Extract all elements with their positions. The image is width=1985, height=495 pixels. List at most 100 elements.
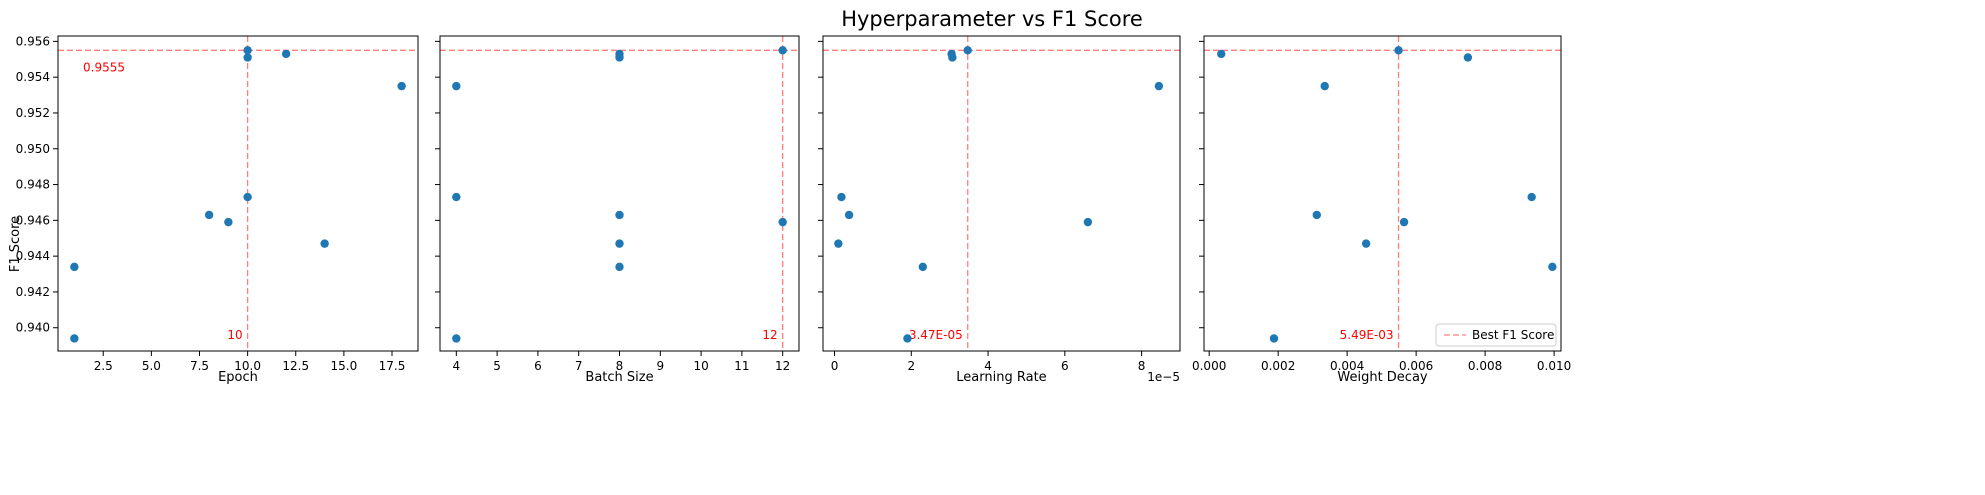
data-point [452,81,461,91]
data-point [452,334,461,343]
y-tick-label: 0.954 [16,70,50,84]
plot-frame [57,35,419,352]
y-tick-label: 0.946 [16,213,50,227]
data-point [615,210,624,220]
data-point [1463,53,1473,62]
best-param-annotation: 10 [227,328,242,342]
data-point [615,49,624,59]
plot-frame [822,35,1181,352]
data-point [1399,217,1409,227]
x-tick-label: 7 [575,359,583,373]
data-point [243,192,252,202]
y-tick-label: 0.942 [16,285,50,299]
data-point [281,49,291,59]
data-point [948,53,957,62]
data-point [1312,210,1321,220]
x-axis-label: Batch Size [585,370,653,385]
data-point [963,46,972,55]
data-point [452,192,461,202]
data-point [320,239,329,248]
data-point [204,210,214,220]
panel-1: 0.940 0.942 0.944 0.946 0.948 0.950 0.952 0.954… [16,34,419,385]
x-tick-label: 6 [534,359,542,373]
figure-title: Hyperparameter vs F1 Score [841,7,1143,31]
legend: Best F1 Score [1435,323,1557,347]
best-param-annotation: 5.49E-03 [1340,328,1394,342]
best-f1-annotation: 0.9555 [83,60,125,74]
data-point [1217,49,1226,59]
x-tick-label: 4 [984,359,992,373]
x-tick-label: 2.5 [94,359,113,373]
x-tick-label: 6 [1061,359,1069,373]
x-tick-label: 9 [656,359,664,373]
data-point [918,262,928,272]
x-tick-label: 5.0 [142,359,161,373]
x-tick-label: 15.0 [331,359,358,373]
x-tick-label: 0.002 [1261,359,1295,373]
data-point [844,210,854,220]
x-offset-label: 1e−5 [1147,370,1180,384]
panels: 0.940 0.942 0.944 0.946 0.948 0.950 0.952 0.954… [16,34,1572,385]
x-tick-label: 0.006 [1399,359,1433,373]
data-point [834,239,843,248]
x-tick-label: 0.000 [1192,359,1226,373]
panel-4: 0.000 0.002 0.004 0.006 0.008 0.010 Weight Dec… [1192,35,1571,385]
data-point [778,46,787,55]
data-point [1548,262,1557,272]
y-tick-label: 0.950 [16,142,50,156]
x-tick-label: 5 [493,359,501,373]
data-point [243,46,252,55]
plot-frame [439,35,800,352]
data-point [1269,334,1279,343]
legend-label: Best F1 Score [1472,328,1554,342]
y-tick-label: 0.956 [16,34,50,48]
plot-frame [1203,35,1562,352]
x-tick-label: 0 [831,359,839,373]
x-tick-label: 10.0 [234,359,261,373]
data-point [1361,239,1371,248]
x-tick-label: 0.004 [1330,359,1364,373]
data-point [615,262,624,272]
data-point [778,217,787,227]
data-point [1154,81,1164,91]
data-point [1320,81,1329,91]
panel-2: 4 5 6 7 8 9 10 11 12 Batch Size 12 [435,35,800,385]
data-point [224,217,233,227]
data-point [243,53,252,62]
data-point [397,81,406,91]
y-tick-label: 0.944 [16,249,50,263]
x-axis-label: Epoch [218,370,258,385]
x-tick-label: 4 [452,359,460,373]
x-tick-label: 8 [616,359,624,373]
data-point [615,239,624,248]
y-axis-label: F1 Score [8,216,23,272]
panel-3: 0 2 4 6 8 Learning Rate 1e−5 3.47E-05 [818,35,1181,385]
x-tick-label: 11 [734,359,749,373]
x-tick-label: 12 [775,359,790,373]
data-point [1527,192,1536,202]
x-tick-label: 2 [907,359,915,373]
x-tick-label: 17.5 [379,359,406,373]
x-axis-label: Learning Rate [956,370,1046,385]
y-tick-label: 0.948 [16,178,50,192]
best-param-annotation: 12 [762,328,777,342]
x-tick-label: 8 [1138,359,1146,373]
data-point [903,334,912,343]
data-point [70,262,79,272]
x-axis-label: Weight Decay [1337,370,1428,385]
y-tick-label: 0.952 [16,106,50,120]
y-tick-label: 0.940 [16,321,50,335]
data-point [70,334,79,343]
data-point [1083,217,1093,227]
x-tick-label: 0.008 [1468,359,1502,373]
best-param-annotation: 3.47E-05 [909,328,963,342]
x-tick-label: 7.5 [190,359,209,373]
data-point [837,192,846,202]
x-tick-label: 12.5 [282,359,309,373]
x-tick-label: 10 [693,359,708,373]
legend-box [1435,323,1557,347]
data-point [1394,46,1403,55]
x-tick-label: 0.010 [1537,359,1571,373]
